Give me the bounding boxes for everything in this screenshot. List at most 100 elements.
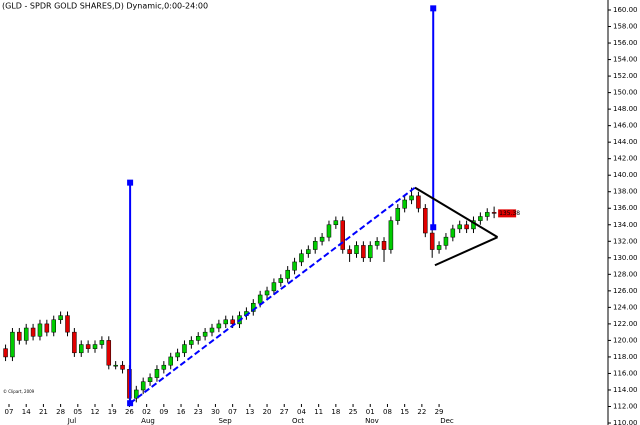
y-tick-label: 110.00: [613, 419, 638, 425]
candle-body: [285, 269, 290, 279]
candle-body: [23, 327, 29, 341]
y-tick-label: 146.00: [613, 122, 638, 130]
candle-body: [257, 294, 263, 304]
candle-body: [154, 369, 160, 378]
y-tick-label: 118.00: [613, 353, 638, 361]
candle-body: [147, 377, 153, 382]
candle-body: [30, 327, 36, 337]
candle-body: [230, 319, 235, 325]
last-price-label: 135.38: [499, 210, 520, 217]
candle-body: [491, 212, 497, 214]
candle-body: [464, 224, 469, 230]
x-tick-label: 20: [263, 408, 272, 416]
x-tick-label: 02: [142, 408, 151, 416]
x-tick-label: 12: [91, 408, 100, 416]
candle-body: [361, 245, 366, 259]
x-tick-label: 29: [435, 408, 444, 416]
x-tick-label: 30: [211, 408, 220, 416]
candle-body: [140, 381, 146, 391]
x-tick-label: 16: [177, 408, 186, 416]
y-tick-label: 154.00: [613, 56, 638, 64]
candle-body: [381, 241, 387, 250]
candle-body: [374, 241, 380, 246]
candle-body: [340, 220, 345, 250]
candle-body: [354, 245, 359, 254]
candle-body: [333, 220, 339, 226]
y-tick-label: 126.00: [613, 287, 638, 295]
y-tick-label: 158.00: [613, 23, 638, 31]
month-label: Sep: [218, 417, 232, 425]
candle-body: [202, 331, 208, 337]
month-label: Nov: [365, 417, 379, 425]
annotation-line: [129, 186, 416, 404]
y-tick-label: 122.00: [613, 320, 638, 328]
month-label: Oct: [292, 417, 304, 425]
candle-body: [3, 348, 8, 358]
candle-body: [216, 323, 222, 329]
x-tick-label: 13: [245, 408, 254, 416]
y-tick-label: 152.00: [613, 72, 638, 80]
candle-body: [457, 224, 462, 230]
candle-body: [72, 331, 77, 354]
candle-body: [51, 319, 56, 333]
last-price-box: [498, 209, 517, 218]
candle-body: [37, 323, 43, 337]
annotation-marker: [127, 179, 134, 186]
y-tick-label: 138.00: [613, 188, 638, 196]
candle-body: [134, 389, 139, 399]
month-label: Dec: [440, 417, 454, 425]
y-tick-label: 142.00: [613, 155, 638, 163]
y-tick-label: 124.00: [613, 303, 638, 311]
candle-body: [92, 344, 98, 349]
y-tick-label: 134.00: [613, 221, 638, 229]
y-tick-label: 120.00: [613, 336, 638, 344]
x-tick-label: 09: [159, 408, 168, 416]
candle-body: [306, 249, 311, 254]
x-tick-label: 22: [417, 408, 426, 416]
x-tick-label: 07: [228, 408, 237, 416]
x-tick-label: 04: [297, 408, 306, 416]
month-label: Aug: [141, 417, 155, 425]
x-tick-label: 23: [194, 408, 203, 416]
y-tick-label: 130.00: [613, 254, 638, 262]
candle-body: [388, 220, 394, 250]
candle-body: [326, 224, 332, 238]
x-tick-label: 21: [39, 408, 48, 416]
candle-body: [368, 245, 373, 259]
y-tick-label: 150.00: [613, 89, 638, 97]
candle-body: [312, 241, 318, 250]
copyright: © Clipart, 2009: [3, 389, 35, 394]
x-tick-label: 28: [56, 408, 65, 416]
candle-body: [161, 364, 167, 370]
candle-body: [478, 216, 483, 221]
annotation-line: [414, 186, 499, 239]
candle-body: [484, 212, 490, 217]
x-tick-label: 11: [314, 408, 323, 416]
candle-body: [99, 340, 105, 345]
x-tick-label: 27: [280, 408, 289, 416]
x-tick-label: 05: [73, 408, 82, 416]
candle-body: [168, 356, 173, 366]
candle-body: [223, 319, 229, 325]
candle-body: [443, 236, 449, 246]
candle-body: [120, 364, 125, 370]
candle-body: [58, 315, 63, 321]
candle-body: [429, 232, 435, 250]
candle-body: [189, 340, 194, 345]
y-tick-label: 112.00: [613, 402, 638, 410]
y-tick-label: 156.00: [613, 39, 638, 47]
candle-body: [182, 344, 187, 354]
x-tick-label: 15: [400, 408, 409, 416]
chart-title: (GLD - SPDR GOLD SHARES,D) Dynamic,0:00-…: [2, 2, 208, 11]
candle-body: [423, 207, 428, 234]
y-tick-label: 140.00: [613, 171, 638, 179]
candle-body: [299, 253, 304, 263]
x-tick-label: 18: [331, 408, 340, 416]
candle-body: [44, 323, 50, 333]
candle-body: [264, 290, 270, 296]
x-tick-label: 19: [108, 408, 117, 416]
y-tick-label: 148.00: [613, 105, 638, 113]
candle-body: [65, 315, 70, 333]
x-tick-label: 25: [349, 408, 358, 416]
